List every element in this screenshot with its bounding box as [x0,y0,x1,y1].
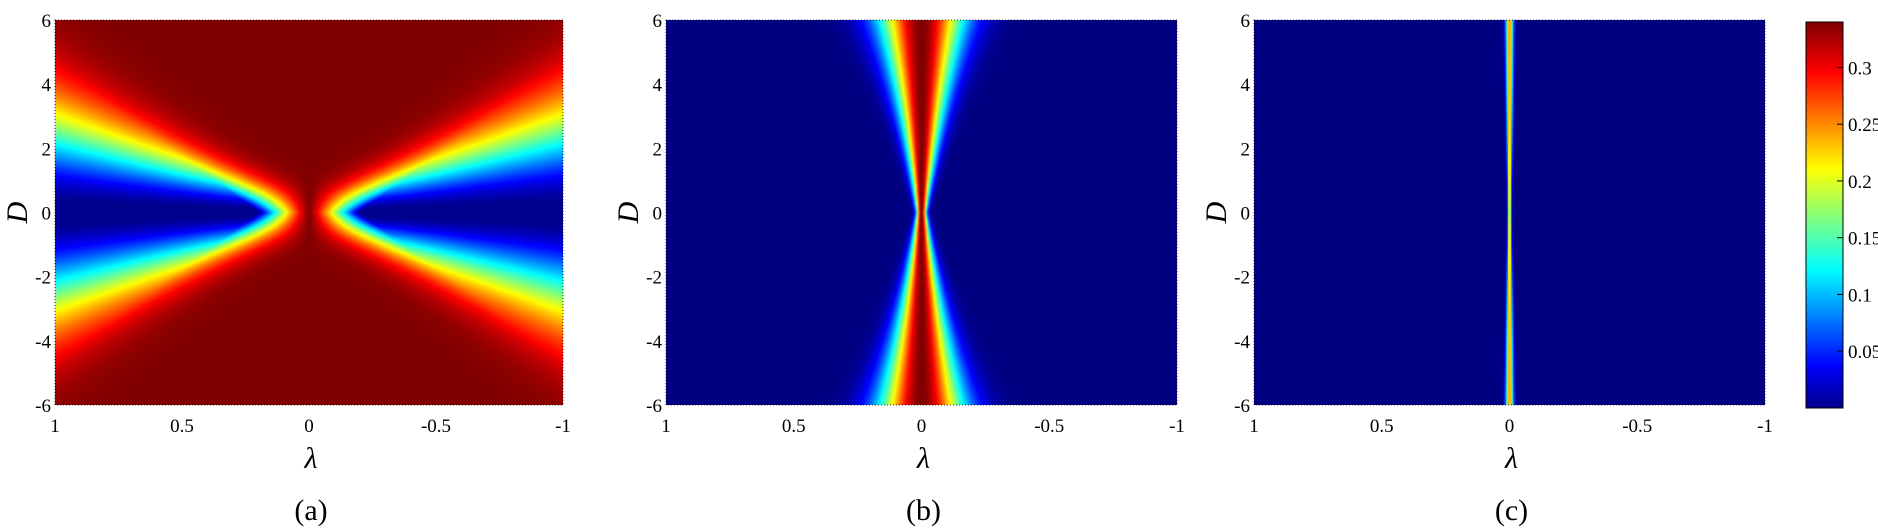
y-tick-label: 2 [42,139,52,160]
y-tick-label: -2 [646,268,662,289]
y-tick-label: -2 [1234,268,1250,289]
x-tick-label: -0.5 [1034,416,1064,437]
colorbar-tick-label: 0.15 [1848,229,1878,250]
y-tick-label: -6 [35,396,51,417]
x-tick-label: -0.5 [421,416,451,437]
y-axis-label: D [1,201,34,224]
colorbar-tick-label: 0.3 [1848,58,1872,79]
x-tick-label: 1 [1249,416,1259,437]
heatmap-panel-1: 1 0.5 0 -0.5 -1 6 4 2 0 -2 -4 -6 λ D (a) [1,11,571,527]
colorbar-tick-label: 0.05 [1848,342,1878,363]
x-tick-label: -1 [555,416,571,437]
x-tick-label: -1 [1757,416,1773,437]
y-tick-label: -4 [646,332,662,353]
x-axis-label: λ [1504,442,1518,475]
heatmap-panel-3: 1 0.5 0 -0.5 -1 6 4 2 0 -2 -4 -6 λ D (c) [1200,11,1773,527]
x-tick-label: 1 [661,416,671,437]
plot-frame [54,19,564,406]
x-tick-label: 0.5 [1370,416,1394,437]
colorbar-tick-label: 0.2 [1848,172,1872,193]
x-tick-label: -0.5 [1622,416,1652,437]
heatmap-field [666,20,1177,405]
x-tick-label: 0 [1505,416,1515,437]
y-tick-label: 0 [1241,204,1251,225]
y-tick-label: 4 [42,75,52,96]
y-tick-label: -2 [35,268,51,289]
x-tick-label: 0.5 [782,416,806,437]
colorbar: 0.3 0.25 0.2 0.15 0.1 0.05 [1805,21,1878,409]
y-axis-label: D [1200,201,1233,224]
y-tick-label: 6 [1241,11,1251,32]
panel-label: (a) [294,494,327,527]
x-tick-label: 0 [304,416,314,437]
x-tick-label: 0.5 [170,416,194,437]
heatmap-panel-2: 1 0.5 0 -0.5 -1 6 4 2 0 -2 -4 -6 λ D (b) [612,11,1185,527]
colorbar-tick-label: 0.1 [1848,285,1872,306]
y-tick-label: 4 [1241,75,1251,96]
y-tick-label: -4 [35,332,51,353]
colorbar-gradient [1805,21,1844,409]
y-axis-label: D [612,201,645,224]
y-tick-label: 2 [1241,139,1251,160]
plot-frame [1253,19,1766,406]
x-axis-label: λ [916,442,930,475]
x-axis-label: λ [304,442,318,475]
y-tick-label: 4 [653,75,663,96]
x-tick-label: 0 [917,416,927,437]
panel-label: (c) [1495,494,1528,527]
y-tick-label: 6 [653,11,663,32]
y-tick-label: 0 [653,204,663,225]
x-tick-label: -1 [1169,416,1185,437]
colorbar-tick-label: 0.25 [1848,115,1878,136]
y-tick-label: -6 [646,396,662,417]
y-tick-label: 6 [42,11,52,32]
y-tick-label: 2 [653,139,663,160]
heatmap-field [55,20,563,405]
x-tick-label: 1 [50,416,60,437]
y-tick-label: -6 [1234,396,1250,417]
panel-label: (b) [906,494,941,527]
y-tick-label: -4 [1234,332,1250,353]
y-tick-label: 0 [42,204,52,225]
plot-frame [665,19,1178,406]
heatmap-field [1254,20,1765,405]
